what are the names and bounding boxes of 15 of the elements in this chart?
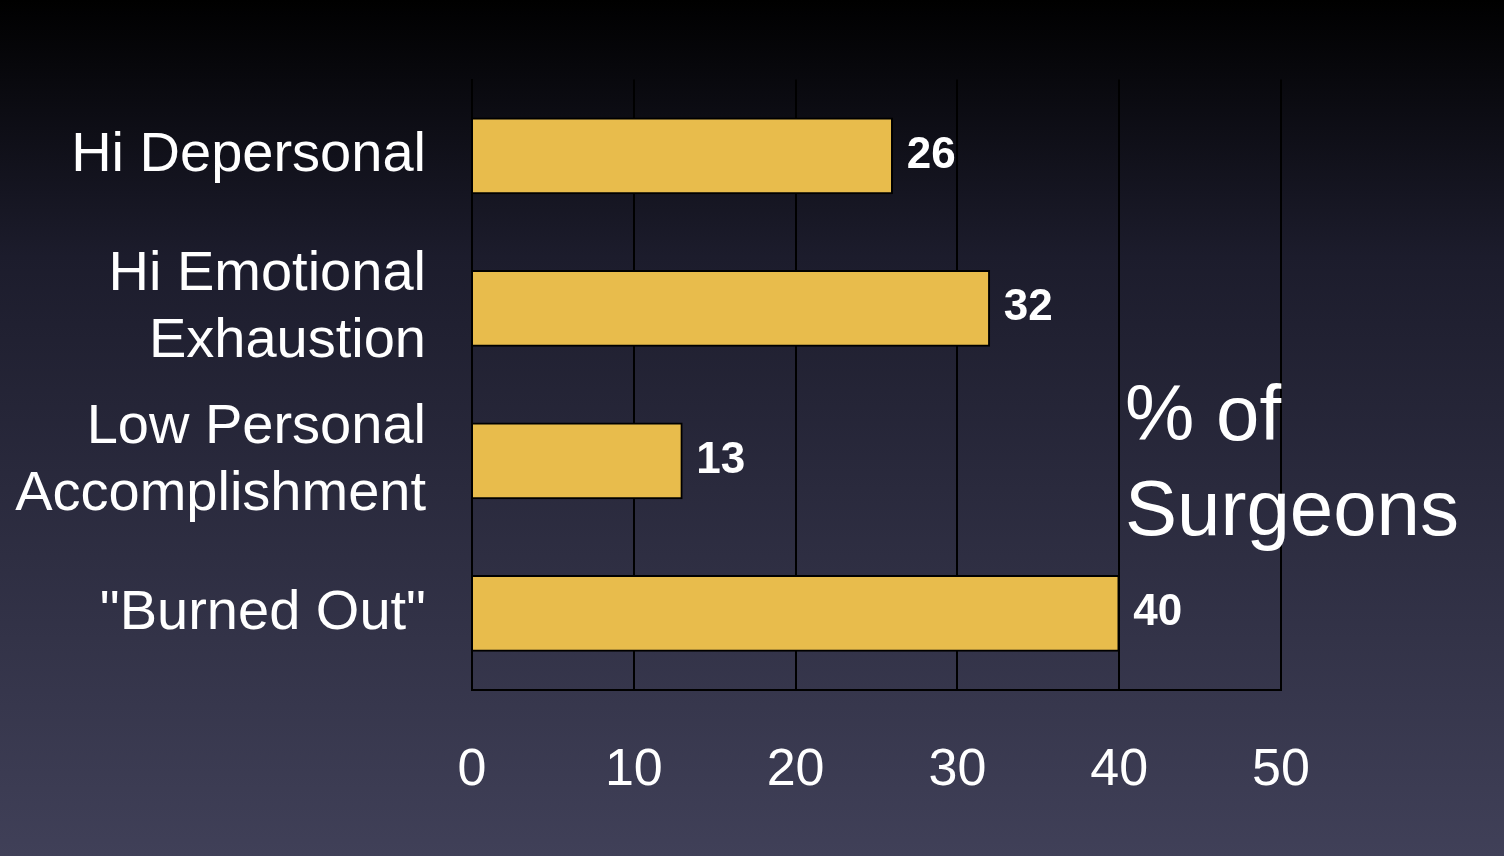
x-tick-label: 0 bbox=[457, 738, 487, 797]
x-tick-label: 30 bbox=[928, 738, 987, 797]
data-label: 40 bbox=[1133, 585, 1183, 635]
data-label: 13 bbox=[696, 432, 746, 482]
x-tick-label: 40 bbox=[1090, 738, 1149, 797]
annotation: % of Surgeons bbox=[1125, 369, 1459, 552]
y-tick-label: Low Personal Accomplishment bbox=[15, 391, 427, 522]
data-label: 32 bbox=[1003, 280, 1053, 330]
y-tick-label: Hi Emotional Exhaustion bbox=[108, 239, 426, 370]
data-label: 26 bbox=[906, 127, 956, 177]
x-tick-label: 10 bbox=[604, 738, 663, 797]
y-tick-label: "Burned Out" bbox=[99, 577, 426, 641]
y-tick-label: Hi Depersonal bbox=[71, 120, 426, 184]
x-tick-label: 50 bbox=[1252, 738, 1310, 797]
x-tick-label: 20 bbox=[766, 738, 825, 797]
